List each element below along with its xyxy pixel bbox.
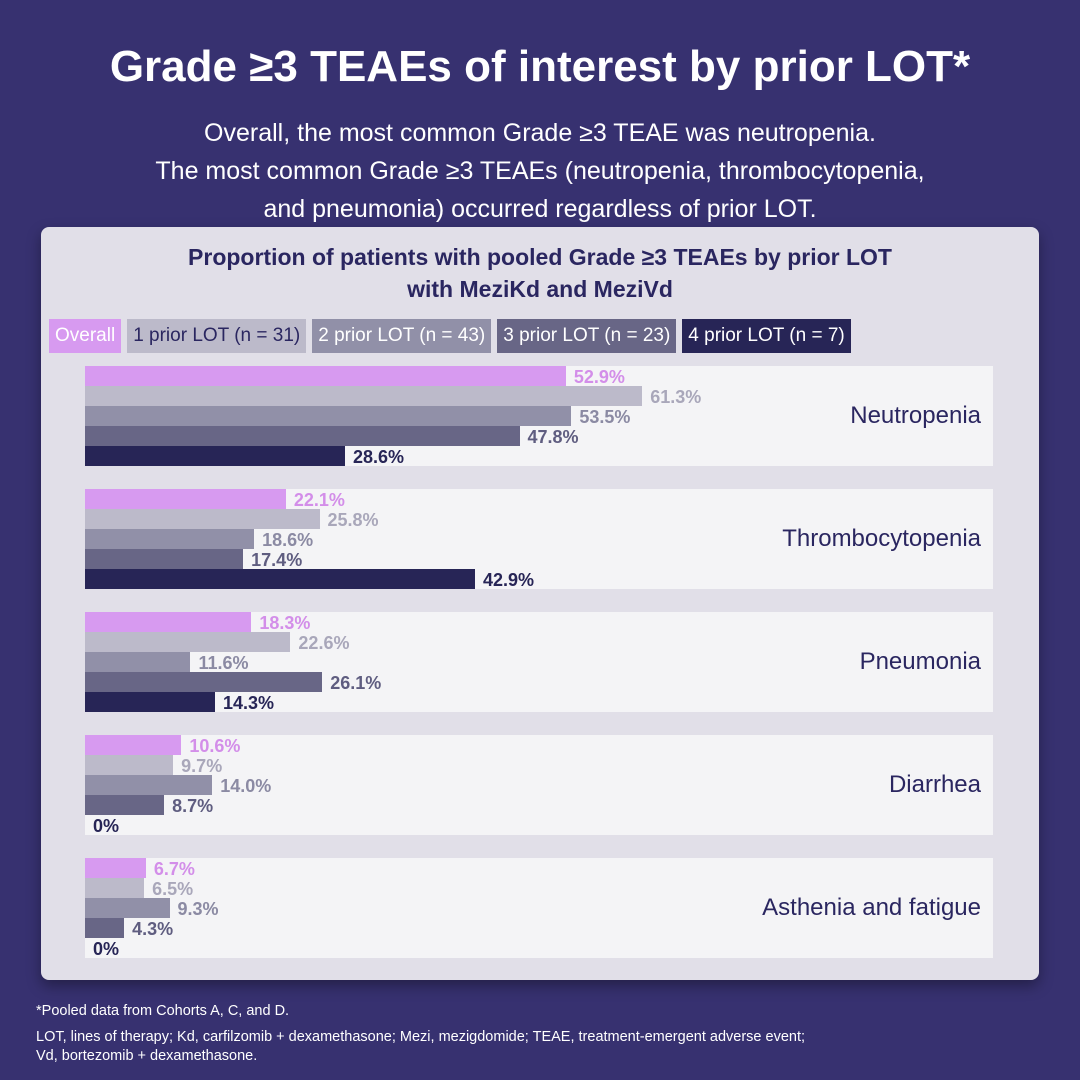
data-label: 47.8% bbox=[527, 427, 579, 447]
bar bbox=[85, 569, 475, 589]
chart-title-line: Proportion of patients with pooled Grade… bbox=[188, 244, 892, 270]
bar bbox=[85, 529, 255, 549]
data-label: 0% bbox=[93, 939, 120, 959]
data-label: 10.6% bbox=[189, 736, 241, 756]
bar bbox=[85, 489, 286, 509]
bar bbox=[85, 406, 572, 426]
bar bbox=[85, 386, 643, 406]
data-label: 4.3% bbox=[132, 919, 174, 939]
chart-panel: Proportion of patients with pooled Grade… bbox=[41, 227, 1039, 980]
data-label: 22.6% bbox=[298, 633, 350, 653]
data-label: 0% bbox=[93, 816, 120, 836]
data-label: 42.9% bbox=[482, 570, 534, 590]
data-label: 6.5% bbox=[152, 879, 194, 899]
subtitle-line: Overall, the most common Grade ≥3 TEAE w… bbox=[204, 119, 876, 147]
page-title: Grade ≥3 TEAEs of interest by prior LOT* bbox=[109, 42, 971, 91]
chart-title: Proportion of patients with pooled Grade… bbox=[41, 241, 1039, 305]
subtitle: Overall, the most common Grade ≥3 TEAE w… bbox=[0, 114, 1080, 228]
bar bbox=[85, 446, 345, 466]
footnote-line: Vd, bortezomib + dexamethasone. bbox=[36, 1048, 258, 1064]
bar bbox=[85, 795, 165, 815]
category-group: 18.3% 22.6% 11.6% 26.1% 14.3% Pneumonia bbox=[85, 612, 993, 713]
footnote-line: LOT, lines of therapy; Kd, carfilzomib +… bbox=[36, 1029, 806, 1045]
category-label: Neutropenia bbox=[850, 402, 981, 429]
data-label: 8.7% bbox=[172, 796, 214, 816]
category-group: 6.7% 6.5% 9.3% 4.3% 0% Asthenia and fatigue bbox=[85, 858, 993, 959]
category-label: Asthenia and fatigue bbox=[762, 894, 981, 921]
subtitle-line: and pneumonia) occurred regardless of pr… bbox=[263, 195, 817, 223]
bar bbox=[85, 735, 182, 755]
category-group: 10.6% 9.7% 14.0% 8.7% 0% Diarrhea bbox=[85, 735, 993, 836]
data-label: 6.7% bbox=[153, 859, 195, 879]
bar bbox=[85, 858, 146, 878]
footnote: LOT, lines of therapy; Kd, carfilzomib +… bbox=[36, 1028, 805, 1066]
data-label: 53.5% bbox=[579, 407, 631, 427]
bar bbox=[85, 918, 125, 938]
bar bbox=[85, 755, 174, 775]
bar bbox=[85, 632, 291, 652]
category-group: 52.9% 61.3% 53.5% 47.8% 28.6% Neutropenia bbox=[85, 366, 993, 467]
data-label: 61.3% bbox=[650, 387, 702, 407]
bar bbox=[85, 672, 323, 692]
legend-item: 3 prior LOT (n = 23) bbox=[497, 319, 677, 353]
data-label: 11.6% bbox=[198, 653, 249, 673]
data-label: 22.1% bbox=[293, 490, 345, 510]
data-label: 18.6% bbox=[262, 530, 314, 550]
data-label: 25.8% bbox=[327, 510, 379, 530]
bar bbox=[85, 426, 520, 446]
data-label: 14.0% bbox=[220, 776, 272, 796]
data-label: 26.1% bbox=[330, 673, 382, 693]
category-group: 22.1% 25.8% 18.6% 17.4% 42.9% Thrombocytopeni… bbox=[85, 489, 993, 590]
legend: Overall 1 prior LOT (n = 31) 2 prior LOT (… bbox=[49, 319, 851, 353]
category-label: Pneumonia bbox=[859, 648, 981, 675]
data-label: 17.4% bbox=[251, 550, 303, 570]
bar bbox=[85, 775, 213, 795]
data-label: 28.6% bbox=[352, 447, 405, 467]
bar bbox=[85, 509, 320, 529]
category-label: Thrombocytopenia bbox=[782, 525, 981, 552]
data-label: 18.3% bbox=[259, 613, 311, 633]
data-label: 9.3% bbox=[177, 899, 219, 919]
category-label: Diarrhea bbox=[888, 771, 981, 798]
bar bbox=[85, 549, 244, 569]
legend-item: 1 prior LOT (n = 31) bbox=[127, 319, 307, 353]
legend-item: Overall bbox=[49, 319, 122, 353]
data-label: 52.9% bbox=[573, 367, 625, 387]
data-label: 9.7% bbox=[181, 756, 223, 776]
bar bbox=[85, 366, 566, 386]
bar bbox=[85, 878, 145, 898]
bar bbox=[85, 652, 191, 672]
footnote: *Pooled data from Cohorts A, C, and D. bbox=[36, 1003, 290, 1019]
bar bbox=[85, 898, 170, 918]
bar-groups: 52.9% 61.3% 53.5% 47.8% 28.6% Neutropenia 22.1… bbox=[41, 227, 1039, 980]
bar bbox=[85, 612, 252, 632]
bar bbox=[85, 692, 215, 712]
footnotes: *Pooled data from Cohorts A, C, and D. L… bbox=[36, 1002, 805, 1066]
legend-item: 2 prior LOT (n = 43) bbox=[312, 319, 492, 353]
legend-item: 4 prior LOT (n = 7) bbox=[682, 319, 851, 353]
chart-subtitle-line: with MeziKd and MeziVd bbox=[407, 276, 673, 302]
data-label: 14.3% bbox=[222, 693, 275, 713]
subtitle-line: The most common Grade ≥3 TEAEs (neutrope… bbox=[155, 157, 925, 185]
